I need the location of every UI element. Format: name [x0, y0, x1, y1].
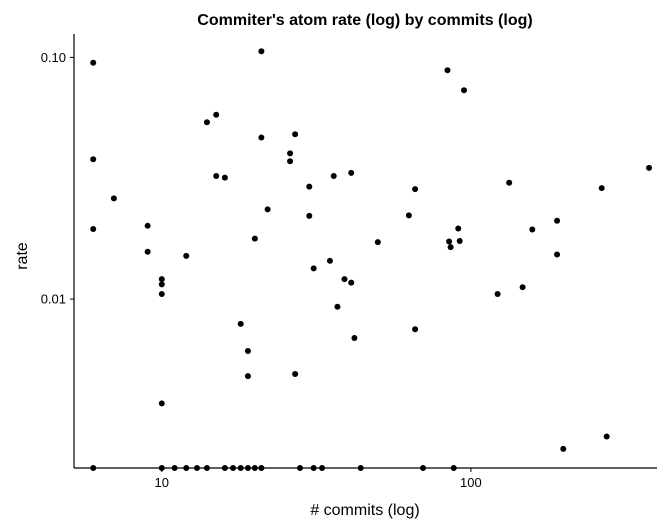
x-axis-ticks: 10 100 — [155, 468, 482, 490]
data-point — [412, 326, 419, 333]
x-axis-title: # commits (log) — [310, 502, 419, 519]
data-point — [456, 237, 463, 244]
data-point — [90, 156, 97, 163]
data-point — [203, 119, 210, 126]
data-point — [158, 290, 165, 297]
y-axis-ticks: 0.01 0.10 — [41, 50, 74, 307]
data-point — [598, 185, 605, 192]
data-point — [258, 134, 265, 141]
data-point — [374, 239, 381, 246]
data-point — [306, 183, 313, 190]
data-point — [646, 164, 653, 171]
data-point — [519, 284, 526, 291]
data-point — [554, 217, 561, 224]
data-point — [251, 235, 258, 242]
points-layer — [90, 48, 653, 471]
data-point — [446, 238, 453, 245]
data-point — [326, 257, 333, 264]
data-point — [351, 335, 358, 342]
data-point — [244, 347, 251, 354]
data-point — [110, 195, 117, 202]
chart-title: Commiter's atom rate (log) by commits (l… — [197, 12, 532, 29]
data-point — [158, 281, 165, 288]
x-tick-label: 10 — [155, 475, 169, 490]
data-point — [90, 225, 97, 232]
data-point — [529, 226, 536, 233]
y-tick-label: 0.10 — [41, 50, 66, 65]
y-axis-title: rate — [14, 242, 31, 270]
data-point — [292, 131, 299, 138]
data-point — [244, 373, 251, 380]
data-point — [447, 244, 454, 251]
data-point — [348, 169, 355, 176]
data-point — [213, 173, 220, 180]
data-point — [144, 248, 151, 255]
data-point — [330, 173, 337, 180]
data-point — [144, 222, 151, 229]
data-point — [258, 48, 265, 55]
data-point — [455, 225, 462, 232]
y-tick-label: 0.01 — [41, 292, 66, 307]
data-point — [603, 433, 610, 440]
data-point — [306, 212, 313, 219]
data-point — [237, 320, 244, 327]
data-point — [264, 206, 271, 213]
data-point — [292, 370, 299, 377]
data-point — [287, 150, 294, 157]
data-point — [158, 276, 165, 283]
data-point — [444, 67, 451, 74]
data-point — [341, 276, 348, 283]
data-point — [90, 59, 97, 66]
data-point — [554, 251, 561, 258]
data-point — [183, 252, 190, 259]
data-point — [158, 400, 165, 407]
data-point — [348, 279, 355, 286]
data-point — [287, 158, 294, 165]
data-point — [334, 303, 341, 310]
data-point — [494, 290, 501, 297]
data-point — [560, 445, 567, 452]
x-tick-label: 100 — [460, 475, 482, 490]
data-point — [213, 111, 220, 118]
data-point — [310, 265, 317, 272]
data-point — [221, 174, 228, 181]
data-point — [405, 212, 412, 219]
data-point — [461, 87, 468, 94]
data-point — [412, 186, 419, 193]
data-point — [506, 179, 513, 186]
